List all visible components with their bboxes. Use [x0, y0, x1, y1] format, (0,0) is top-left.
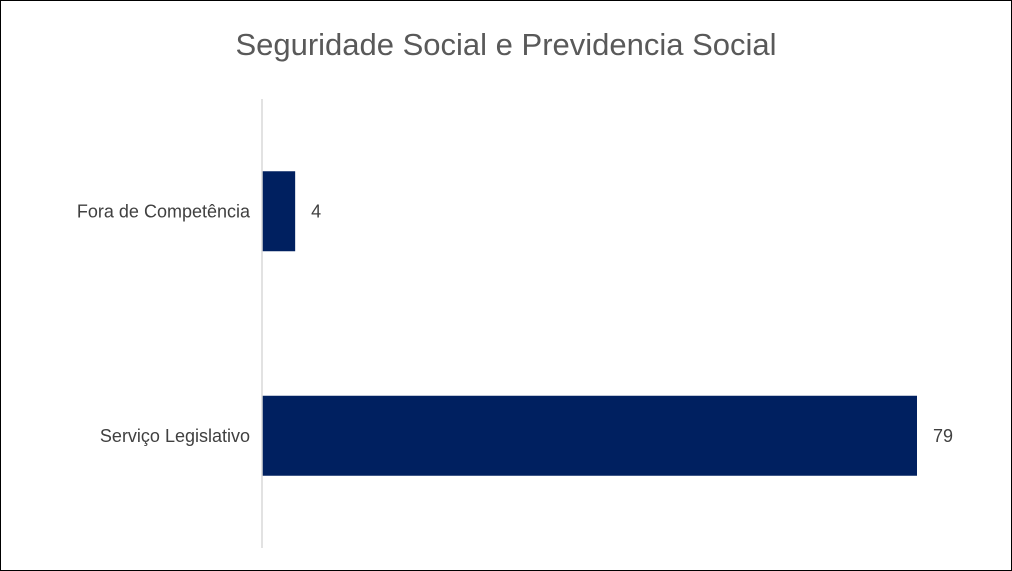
data-label-1: 79: [933, 426, 953, 446]
bar-1: [262, 395, 917, 476]
data-label-0: 4: [311, 201, 321, 221]
bar-0: [262, 171, 296, 252]
category-label-0: Fora de Competência: [77, 201, 251, 221]
chart-title: Seguridade Social e Previdencia Social: [235, 27, 777, 62]
category-label-1: Serviço Legislativo: [100, 426, 250, 446]
